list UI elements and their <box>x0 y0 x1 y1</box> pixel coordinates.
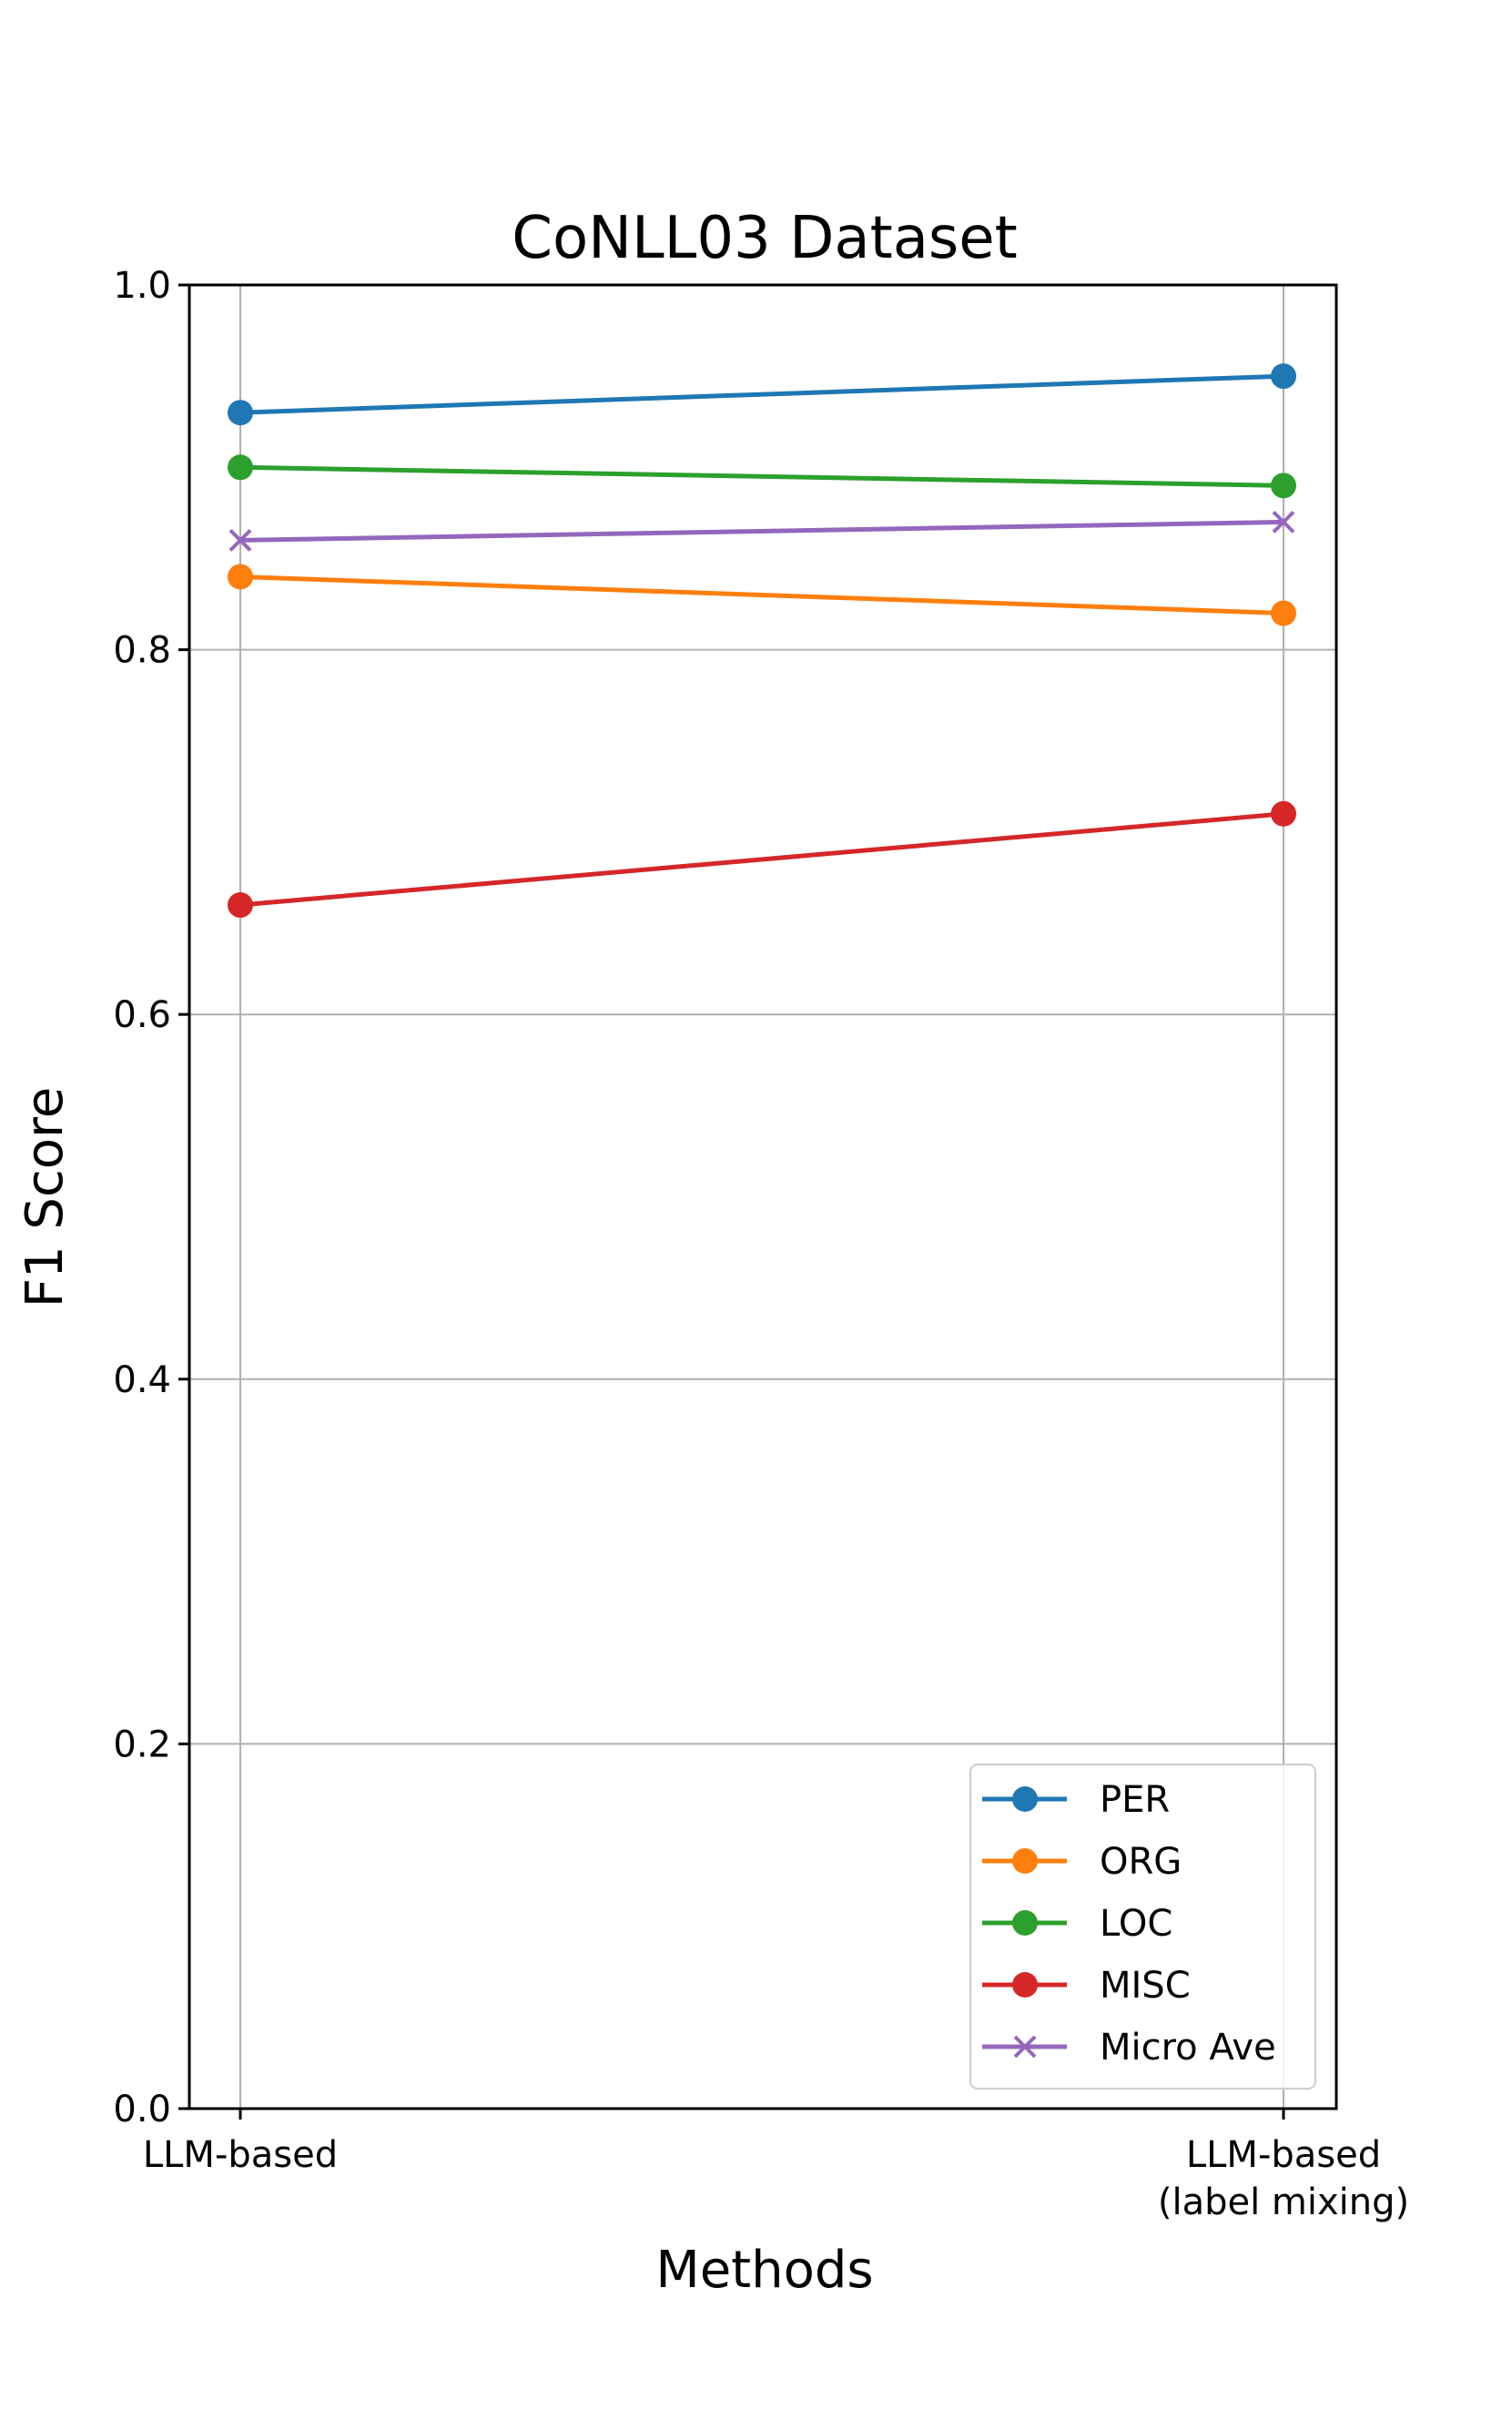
series-misc <box>228 800 1296 919</box>
data-point <box>1271 600 1296 626</box>
x-tick-label-line: (label mixing) <box>1158 2181 1409 2223</box>
legend-label: LOC <box>1100 1903 1172 1945</box>
legend-swatch-marker <box>1012 1848 1038 1874</box>
legend-swatch-marker <box>1012 1786 1038 1812</box>
series-line <box>239 519 1284 543</box>
data-point <box>228 454 253 481</box>
series-line <box>239 811 1284 908</box>
axis-ticks: 0.0 0.2 0.4 0.6 0.8 1.0 LLM-based LLM-based (lab… <box>113 265 1409 2223</box>
data-point <box>228 529 252 552</box>
data-point <box>1271 363 1296 390</box>
data-point <box>1272 510 1295 534</box>
plot-frame <box>188 283 1338 2110</box>
x-tick-label: LLM-based <box>143 2134 338 2176</box>
x-tick-label: LLM-based (label mixing) <box>1158 2134 1409 2223</box>
legend-label: PER <box>1100 1779 1170 1821</box>
legend: PER ORG LOC MISC Micro Ave <box>969 1764 1316 2090</box>
legend-box <box>969 1764 1316 2090</box>
series-line <box>239 574 1284 616</box>
x-axis-label: Methods <box>655 2241 873 2300</box>
legend-swatch-marker <box>1013 2035 1037 2059</box>
y-tick-label: 1.0 <box>113 265 171 307</box>
x-tick-label-line: LLM-based <box>143 2134 338 2176</box>
data-point <box>228 400 253 426</box>
data-point <box>1271 473 1296 499</box>
x-tick-label-line: LLM-based <box>1186 2134 1381 2176</box>
series-loc <box>228 454 1296 499</box>
data-point <box>1271 800 1296 827</box>
legend-item: PER <box>982 1779 1170 1821</box>
data-point <box>228 564 253 590</box>
y-tick-label: 0.4 <box>113 1359 171 1401</box>
y-tick-label: 0.6 <box>113 994 171 1036</box>
series-org <box>228 564 1296 626</box>
series-per <box>228 363 1296 426</box>
series-micro-ave <box>228 510 1295 552</box>
y-tick-label: 0.0 <box>113 2089 171 2130</box>
y-axis-label: F1 Score <box>15 1087 75 1307</box>
legend-label: Micro Ave <box>1100 2027 1276 2069</box>
legend-item: Micro Ave <box>982 2027 1276 2069</box>
y-tick-label: 0.8 <box>113 630 171 672</box>
chart-title: CoNLL03 Dataset <box>512 205 1017 272</box>
y-tick-label: 0.2 <box>113 1723 171 1765</box>
series-line <box>239 373 1284 415</box>
marker-stroke <box>1013 2035 1037 2059</box>
marker-stroke <box>1272 510 1295 534</box>
legend-label: MISC <box>1100 1965 1191 2007</box>
series-line <box>239 464 1284 488</box>
data-point <box>228 892 253 919</box>
legend-item: LOC <box>982 1903 1172 1945</box>
legend-item: MISC <box>982 1965 1191 2007</box>
legend-swatch-marker <box>1012 1972 1038 1998</box>
legend-item: ORG <box>982 1841 1182 1883</box>
legend-swatch-marker <box>1012 1910 1038 1936</box>
legend-label: ORG <box>1100 1841 1182 1883</box>
series-group <box>228 363 1296 919</box>
marker-stroke <box>228 529 252 552</box>
